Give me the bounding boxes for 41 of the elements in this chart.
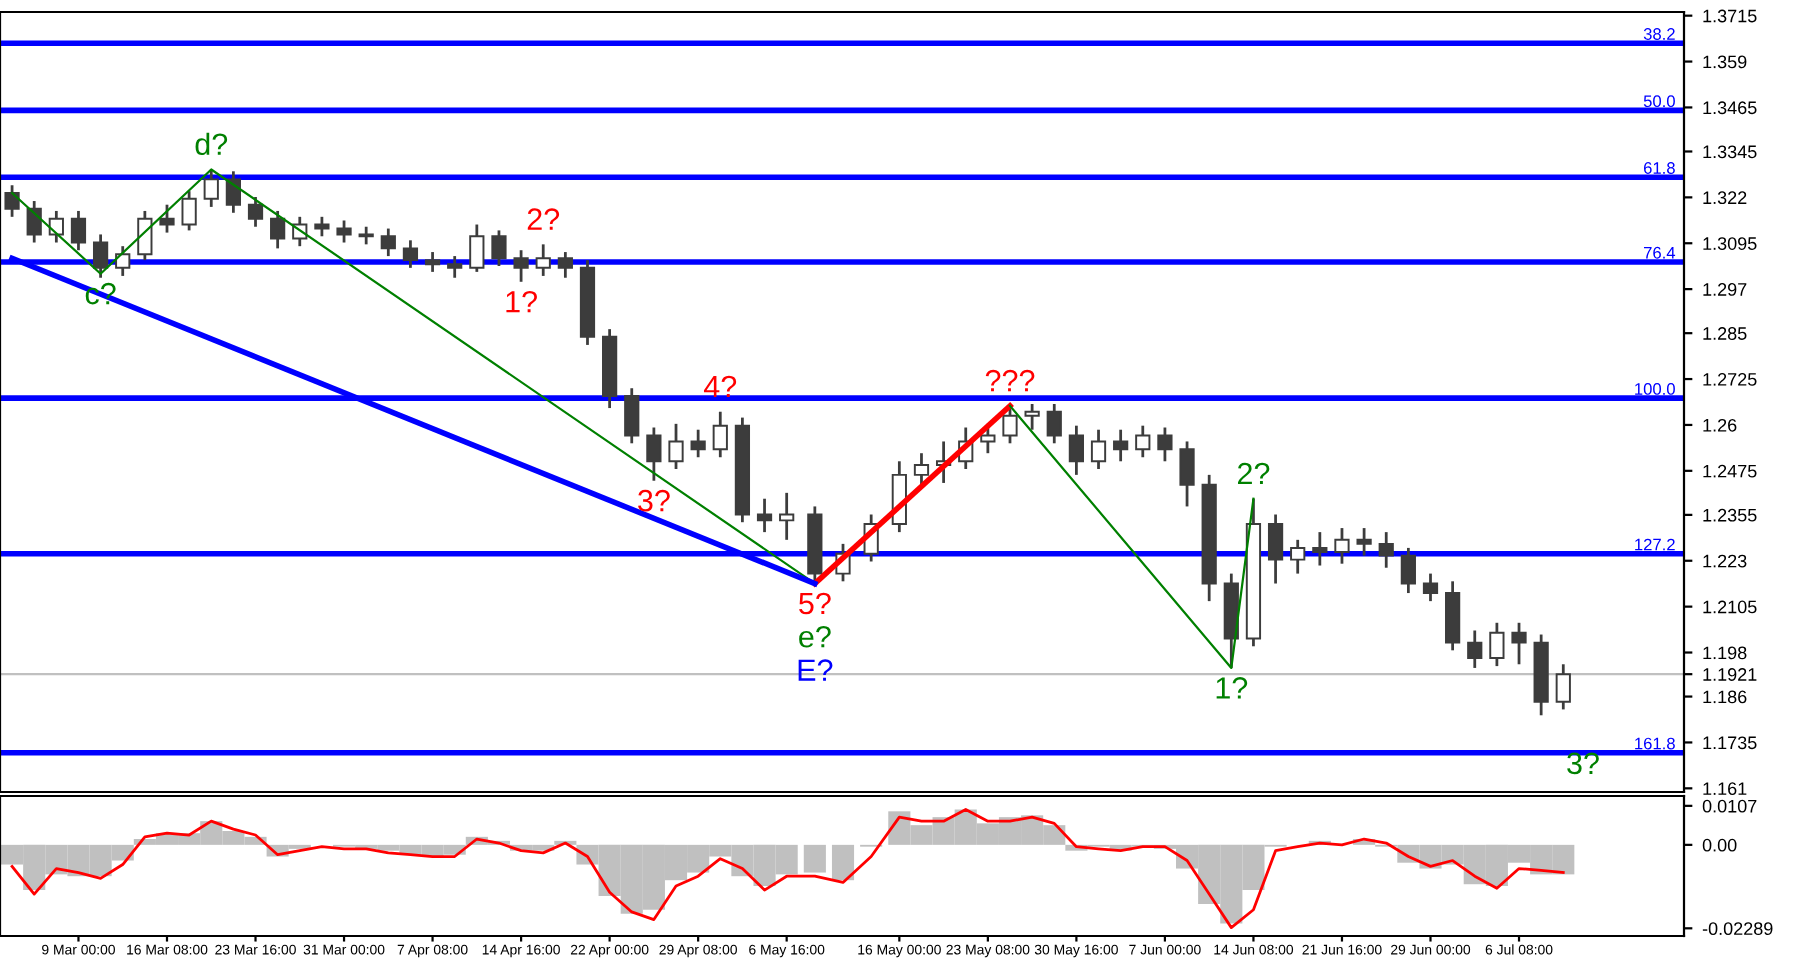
annotation: 1?	[506, 290, 537, 313]
y-tick-label: 0.0107	[1702, 799, 1757, 813]
y-tick-label: 1.285	[1703, 327, 1747, 340]
annotation: 76.4	[1644, 246, 1676, 259]
y-tick-label: 1.223	[1703, 554, 1747, 568]
y-tick-label: 1.2105	[1703, 600, 1757, 614]
annotation: 3?	[1567, 752, 1599, 775]
annotation: 5?	[799, 592, 831, 615]
annotation: 100.0	[1635, 383, 1675, 395]
y-tick-label: 1.3465	[1703, 101, 1757, 115]
y-tick-label: -0.02289	[1702, 922, 1773, 936]
y-tick-label: 1.359	[1703, 55, 1747, 69]
annotation: e?	[799, 625, 831, 648]
annotation: 4?	[703, 375, 737, 398]
annotation: 1?	[1216, 677, 1248, 699]
y-tick-label: 1.297	[1703, 283, 1747, 296]
y-tick-label: 1.198	[1703, 646, 1747, 660]
annotation: 61.8	[1643, 162, 1675, 174]
y-tick-label: 1.1921	[1703, 668, 1757, 681]
y-tick-label: 1.3345	[1703, 145, 1757, 159]
annotation: 161.8	[1635, 737, 1675, 750]
annotation: ???	[985, 369, 1035, 392]
annotation: d?	[195, 132, 228, 156]
y-tick-label: 0.00	[1702, 838, 1737, 852]
y-tick-label: 1.3095	[1703, 237, 1757, 250]
y-tick-label: 1.1735	[1703, 736, 1757, 750]
annotation: 38.2	[1643, 28, 1675, 40]
y-tick-label: 1.3715	[1703, 9, 1757, 23]
annotation: 50.0	[1643, 95, 1675, 108]
annotation: 2?	[1237, 462, 1270, 485]
y-tick-label: 1.161	[1703, 782, 1747, 796]
y-tick-label: 1.322	[1703, 191, 1747, 205]
y-tick-label: 1.2725	[1703, 372, 1757, 386]
y-tick-label: 1.2475	[1703, 464, 1757, 478]
y-tick-label: 1.26	[1703, 418, 1737, 432]
annotation: 3?	[638, 489, 670, 512]
annotation: E?	[798, 659, 833, 681]
annotation: 2?	[527, 208, 560, 230]
y-tick-label: 1.2355	[1703, 508, 1757, 522]
y-tick-label: 1.186	[1703, 690, 1747, 704]
annotation: 127.2	[1635, 538, 1675, 551]
